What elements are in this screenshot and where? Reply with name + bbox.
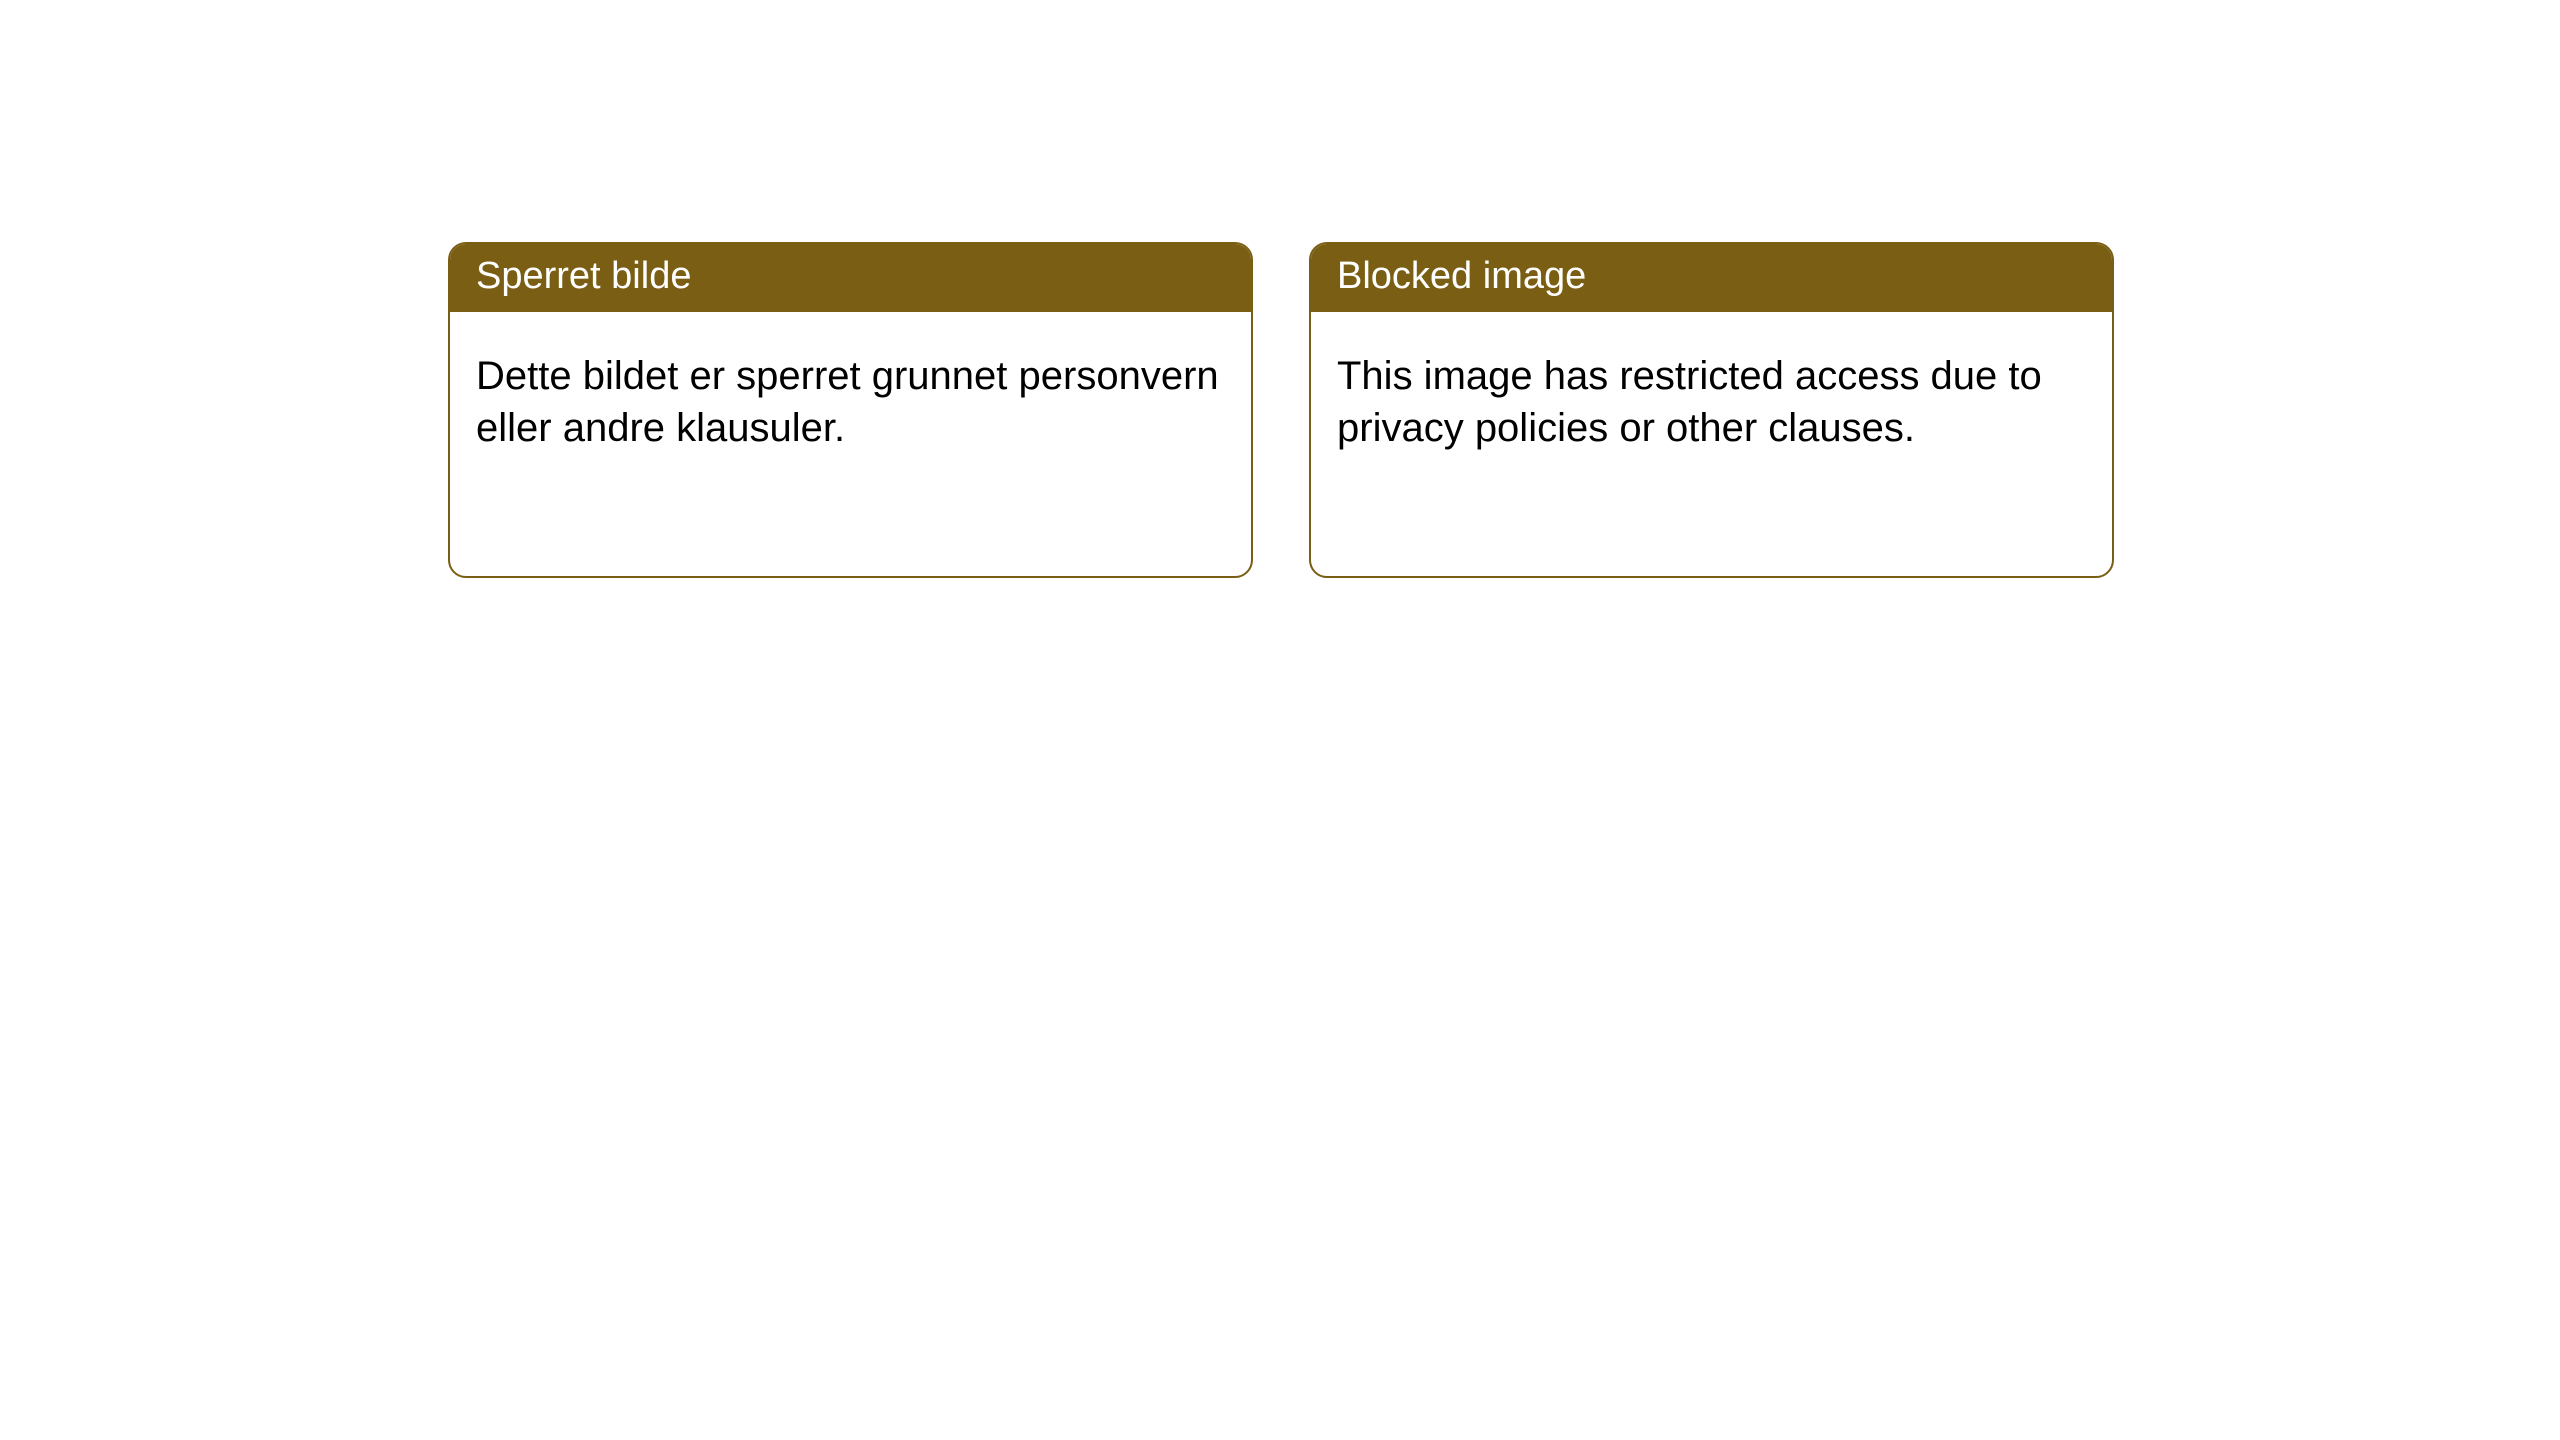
- notice-message-norwegian: Dette bildet er sperret grunnet personve…: [450, 312, 1251, 480]
- notice-message-english: This image has restricted access due to …: [1311, 312, 2112, 480]
- notice-title-english: Blocked image: [1311, 244, 2112, 312]
- notice-title-norwegian: Sperret bilde: [450, 244, 1251, 312]
- notice-card-english: Blocked image This image has restricted …: [1309, 242, 2114, 578]
- notice-card-norwegian: Sperret bilde Dette bildet er sperret gr…: [448, 242, 1253, 578]
- notice-container: Sperret bilde Dette bildet er sperret gr…: [0, 0, 2560, 578]
